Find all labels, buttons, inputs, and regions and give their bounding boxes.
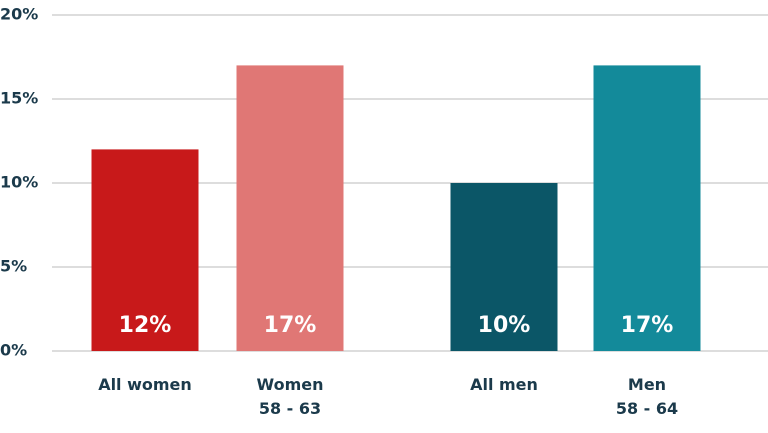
x-tick-label: Men 58 - 64: [615, 375, 679, 418]
bar: [236, 65, 344, 352]
y-tick-label: 15%: [0, 89, 38, 108]
y-tick-label: 5%: [0, 257, 27, 276]
value-label: 10%: [478, 313, 531, 338]
x-tick-label: All women: [98, 375, 192, 394]
value-label: 17%: [621, 313, 674, 338]
x-tick-label: Women 58 - 63: [256, 375, 324, 418]
bar: [91, 149, 199, 351]
y-tick-label: 10%: [0, 173, 38, 192]
y-tick-label: 20%: [0, 5, 38, 24]
x-tick-label: All men: [470, 375, 538, 394]
value-label: 17%: [264, 313, 317, 338]
y-tick-label: 0%: [0, 341, 27, 360]
bar: [593, 65, 701, 352]
value-label: 12%: [119, 313, 172, 338]
bar: [450, 183, 558, 351]
